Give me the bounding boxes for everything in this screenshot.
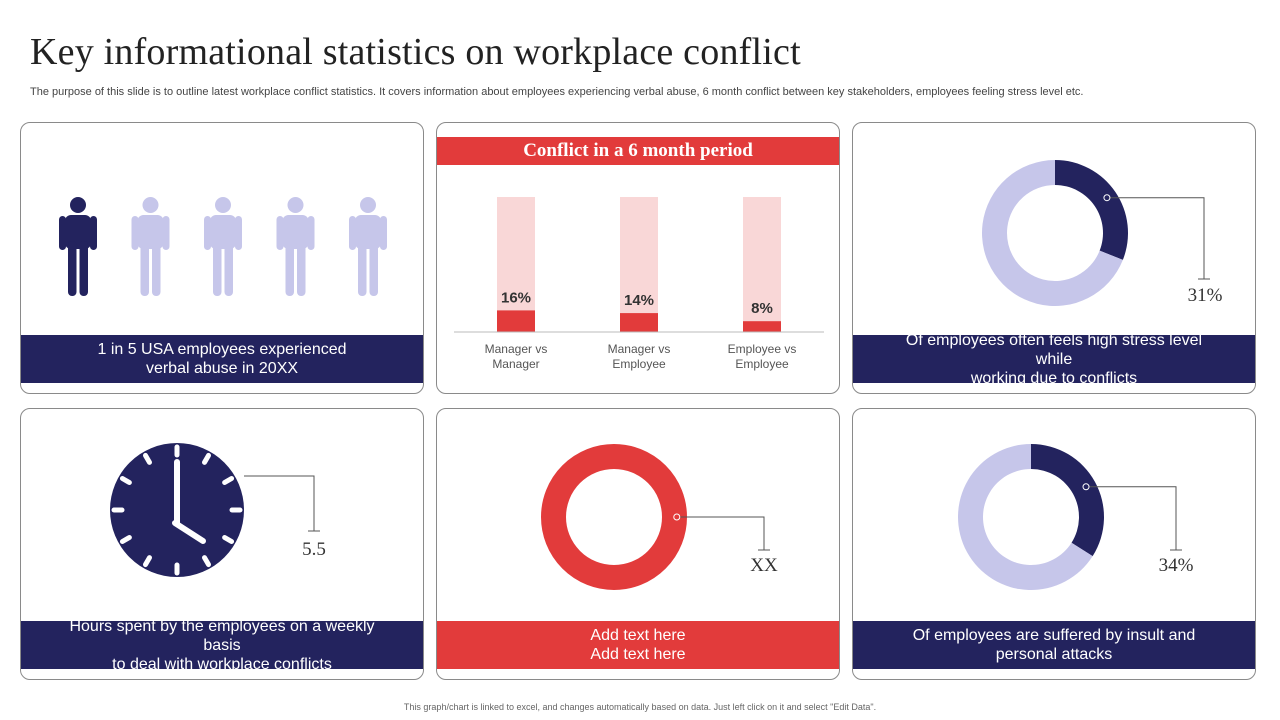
- callout-line: [1106, 197, 1205, 279]
- insult-card: 34% Of employees are suffered by insult …: [852, 408, 1256, 680]
- caption-line: Hours spent by the employees on a weekly…: [69, 617, 375, 654]
- clock-tick: [143, 452, 152, 465]
- x-tick-label: Employee: [735, 357, 789, 371]
- clock-tick: [222, 535, 235, 544]
- bar: [497, 310, 535, 332]
- x-tick-label: Manager vs: [485, 342, 548, 356]
- stress-caption: Of employees often feels high stress lev…: [853, 332, 1255, 387]
- caption-line: Of employees are suffered by insult and: [912, 627, 1196, 644]
- caption-line: Of employees often feels high stress lev…: [905, 331, 1203, 368]
- clock-tick: [119, 476, 132, 485]
- conflict-chart-title: Conflict in a 6 month period: [437, 137, 839, 165]
- insult-caption: Of employees are suffered by insult and …: [853, 621, 1255, 669]
- donut-slice: [1055, 160, 1128, 260]
- caption-line: 1 in 5 USA employees experienced: [97, 341, 347, 358]
- hours-caption: Hours spent by the employees on a weekly…: [21, 618, 423, 673]
- caption-line: working due to conflicts: [970, 369, 1138, 387]
- clock-tick: [202, 452, 211, 465]
- donut-slice: [958, 444, 1093, 590]
- person-icon: [349, 197, 387, 296]
- clock-tick: [119, 535, 132, 544]
- bar: [620, 313, 658, 332]
- bar-value-label: 14%: [624, 292, 654, 309]
- stress-card: 31% Of employees often feels high stress…: [852, 122, 1256, 394]
- verbal-abuse-card: 1 in 5 USA employees experienced verbal …: [20, 122, 424, 394]
- placeholder-value-label: XX: [750, 555, 778, 576]
- callout-dot: [673, 513, 681, 521]
- conflict-chart-card: Conflict in a 6 month period 16% Manager …: [436, 122, 840, 394]
- hours-value-label: 5.5: [302, 539, 326, 560]
- stress-donut-chart: 31%: [982, 160, 1223, 306]
- x-tick-label: Manager vs: [608, 342, 671, 356]
- hours-card: 5.5 Hours spent by the employees on a we…: [20, 408, 424, 680]
- callout-line: [244, 475, 315, 531]
- person-icon: [131, 197, 170, 296]
- callout-dot: [1082, 483, 1090, 491]
- callout-line: [676, 516, 765, 550]
- placeholder-donut-chart: XX: [541, 444, 778, 590]
- bar-value-label: 16%: [501, 289, 531, 306]
- placeholder-card: XX Add text here Add text here: [436, 408, 840, 680]
- bar: [743, 321, 781, 332]
- person-icon: [59, 197, 97, 296]
- x-tick-label: Employee: [612, 357, 666, 371]
- page-subtitle: The purpose of this slide is to outline …: [30, 86, 1084, 98]
- donut-slice: [982, 160, 1123, 306]
- clock-icon: 5.5: [110, 443, 326, 577]
- clock-tick: [222, 476, 235, 485]
- person-icon: [276, 197, 315, 296]
- caption-line: verbal abuse in 20XX: [145, 360, 299, 377]
- clock-tick: [202, 555, 211, 568]
- insult-donut-chart: 34%: [958, 444, 1194, 590]
- insult-value-label: 34%: [1159, 555, 1194, 576]
- callout-dot: [1103, 194, 1111, 202]
- stress-value-label: 31%: [1188, 285, 1223, 306]
- bar-track: [497, 197, 535, 332]
- bar-track: [620, 197, 658, 332]
- x-tick-label: Employee vs: [728, 342, 797, 356]
- footnote: This graph/chart is linked to excel, and…: [403, 702, 877, 712]
- bar-track: [743, 197, 781, 332]
- placeholder-caption: Add text here Add text here: [437, 621, 839, 669]
- clock-tick: [143, 555, 152, 568]
- verbal-abuse-caption: 1 in 5 USA employees experienced verbal …: [21, 335, 423, 383]
- bar-value-label: 8%: [751, 300, 773, 317]
- person-icon: [204, 197, 242, 296]
- page-title: Key informational statistics on workplac…: [30, 31, 801, 73]
- caption-line: Add text here: [590, 627, 686, 644]
- callout-line: [1086, 486, 1177, 550]
- x-tick-label: Manager: [492, 357, 539, 371]
- people-icons: [59, 197, 387, 296]
- caption-line: personal attacks: [995, 646, 1113, 663]
- caption-line: to deal with workplace conflicts: [112, 655, 332, 673]
- donut-slice: [1031, 444, 1104, 557]
- clock-hour-hand: [172, 520, 206, 544]
- donut-slice: [541, 444, 687, 590]
- caption-line: Add text here: [590, 646, 686, 663]
